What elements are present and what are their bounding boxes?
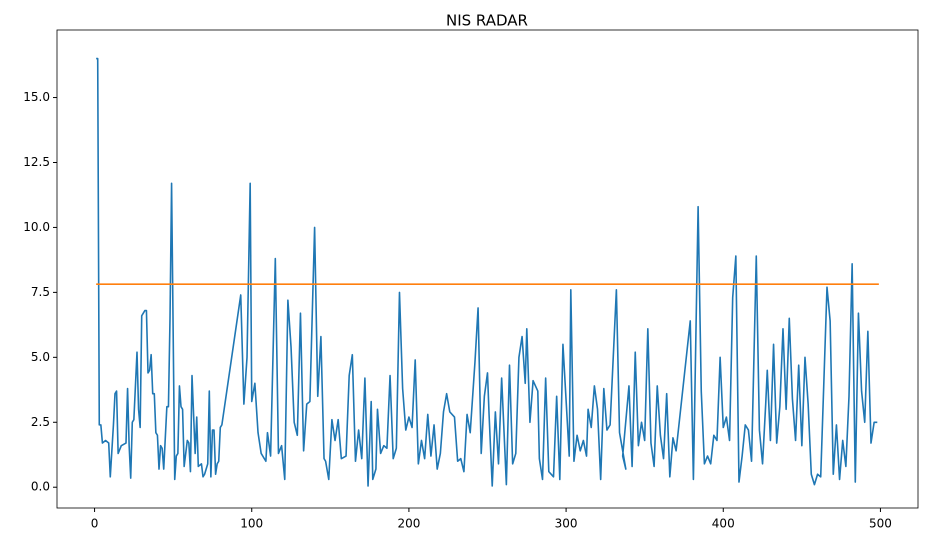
y-tick-label: 15.0	[23, 90, 50, 104]
x-tick-label: 300	[555, 517, 578, 531]
y-tick-label: 2.5	[31, 415, 50, 429]
y-tick-label: 0.0	[31, 480, 50, 494]
y-tick-label: 12.5	[23, 155, 50, 169]
chart-title: NIS RADAR	[446, 12, 528, 30]
x-tick-label: 500	[869, 517, 892, 531]
x-tick-label: 400	[712, 517, 735, 531]
plot-frame	[56, 29, 919, 509]
x-tick-label: 200	[397, 517, 420, 531]
y-tick-label: 5.0	[31, 350, 50, 364]
y-tick-label: 7.5	[31, 285, 50, 299]
y-tick-label: 10.0	[23, 220, 50, 234]
x-tick-label: 100	[240, 517, 263, 531]
line-series	[96, 57, 878, 487]
x-tick-label: 0	[91, 517, 99, 531]
